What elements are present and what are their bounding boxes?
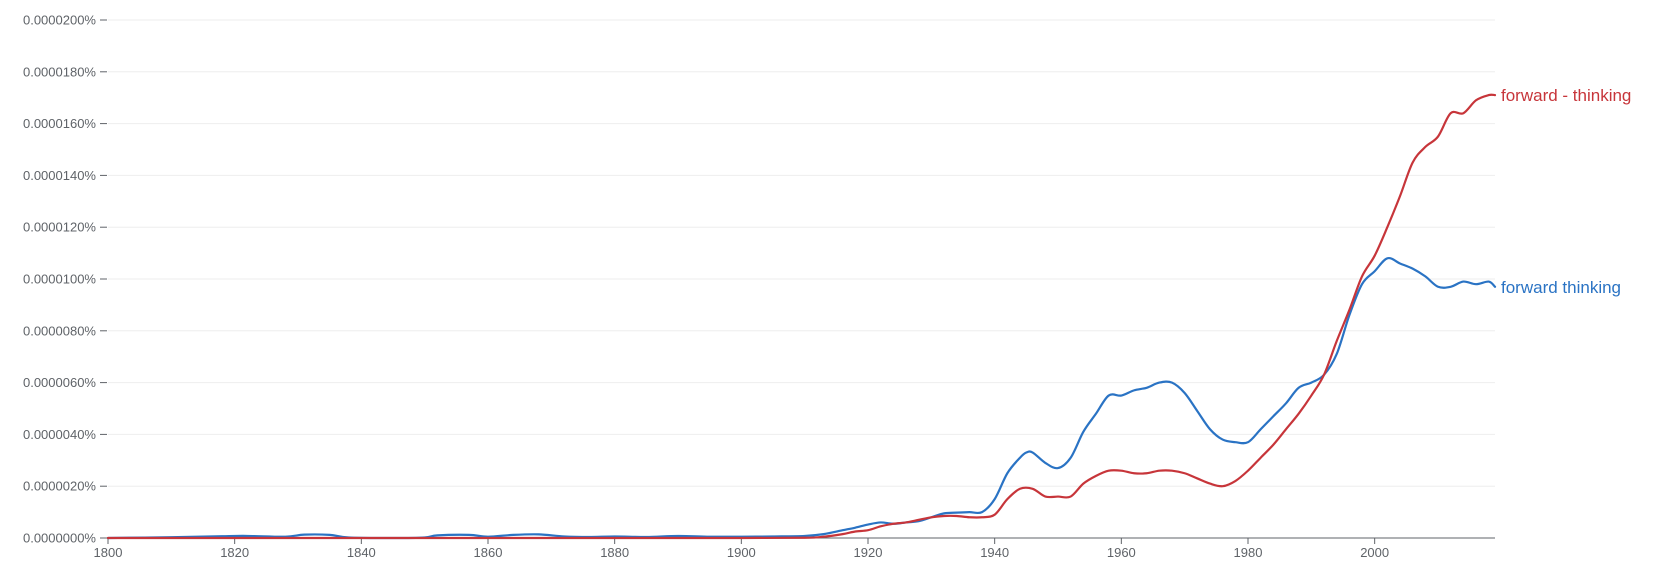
y-tick-label: 0.0000140% — [23, 168, 96, 183]
series-line-forward-thinking[interactable] — [106, 256, 1497, 540]
series-labels: forward thinking forward - thinking — [1501, 86, 1631, 297]
y-tick-label: 0.0000000% — [23, 531, 96, 546]
y-tick-label: 0.0000060% — [23, 375, 96, 390]
y-tick-label: 0.0000160% — [23, 116, 96, 131]
y-tick-label: 0.0000120% — [23, 220, 96, 235]
series-label-forward-thinking[interactable]: forward thinking — [1501, 278, 1621, 297]
x-tick-label: 1800 — [94, 545, 123, 560]
x-tick-label: 1880 — [600, 545, 629, 560]
y-tick-label: 0.0000180% — [23, 64, 96, 79]
x-tick-label: 1920 — [854, 545, 883, 560]
y-tick-label: 0.0000200% — [23, 13, 96, 28]
x-tick-label: 1980 — [1234, 545, 1263, 560]
y-tick-label: 0.0000100% — [23, 272, 96, 287]
x-tick-label: 1900 — [727, 545, 756, 560]
x-tick-label: 1840 — [347, 545, 376, 560]
series-lines — [106, 93, 1497, 540]
x-tick-label: 1860 — [474, 545, 503, 560]
x-tick-label: 1820 — [220, 545, 249, 560]
grid-lines — [108, 19, 1495, 487]
x-tick-label: 1940 — [980, 545, 1009, 560]
y-tick-label: 0.0000080% — [23, 323, 96, 338]
x-tick-label: 1960 — [1107, 545, 1136, 560]
x-tick-label: 2000 — [1360, 545, 1389, 560]
series-line-forward-hyphen-thinking[interactable] — [106, 93, 1497, 540]
axes: 0.0000000% 0.0000020% 0.0000040% 0.0000060%… — [23, 13, 1495, 560]
y-tick-label: 0.0000020% — [23, 479, 96, 494]
series-label-forward-hyphen-thinking[interactable]: forward - thinking — [1501, 86, 1631, 105]
y-tick-label: 0.0000040% — [23, 427, 96, 442]
